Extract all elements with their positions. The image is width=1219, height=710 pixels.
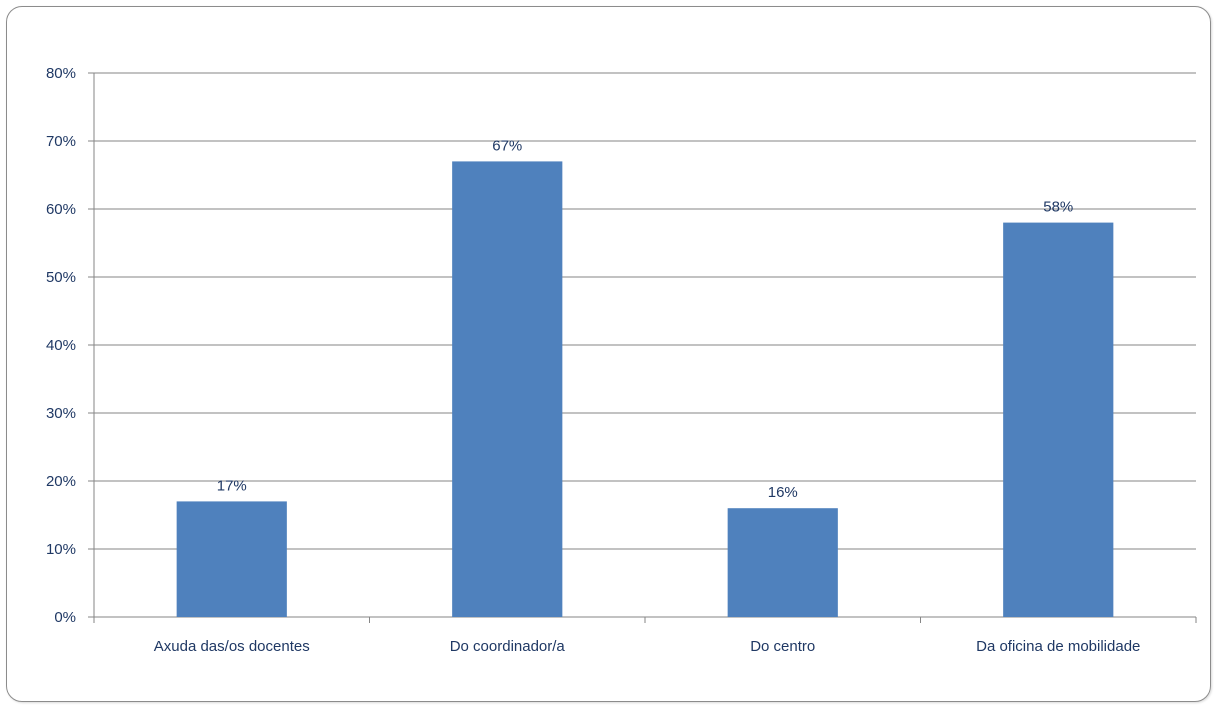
- bar: [452, 161, 563, 617]
- y-tick-label: 0%: [54, 609, 76, 626]
- y-tick-label: 40%: [46, 337, 76, 354]
- y-axis-ticks: 0% 10% 20% 30% 40% 50% 60% 70% 80%: [46, 65, 76, 626]
- data-label: 67%: [492, 137, 522, 154]
- x-category-label: Do centro: [750, 638, 815, 655]
- bar: [727, 508, 838, 617]
- x-axis-categories: Axuda das/os docentes Do coordinador/a Do …: [154, 638, 1141, 655]
- data-labels: 17% 67% 16% 58%: [217, 137, 1074, 501]
- x-category-label: Axuda das/os docentes: [154, 638, 310, 655]
- y-tick-label: 70%: [46, 133, 76, 150]
- data-label: 16%: [768, 484, 798, 501]
- y-tick-label: 50%: [46, 269, 76, 286]
- x-category-label: Do coordinador/a: [450, 638, 566, 655]
- bars: [176, 161, 1114, 617]
- y-tick-label: 60%: [46, 201, 76, 218]
- bar: [1003, 222, 1114, 617]
- data-label: 17%: [217, 477, 247, 494]
- y-tick-label: 10%: [46, 541, 76, 558]
- chart-frame: [6, 6, 1211, 702]
- data-label: 58%: [1043, 199, 1073, 216]
- y-tick-label: 30%: [46, 405, 76, 422]
- x-category-label: Da oficina de mobilidade: [976, 638, 1140, 655]
- bar: [176, 501, 287, 617]
- y-tick-label: 80%: [46, 65, 76, 82]
- y-tick-label: 20%: [46, 473, 76, 490]
